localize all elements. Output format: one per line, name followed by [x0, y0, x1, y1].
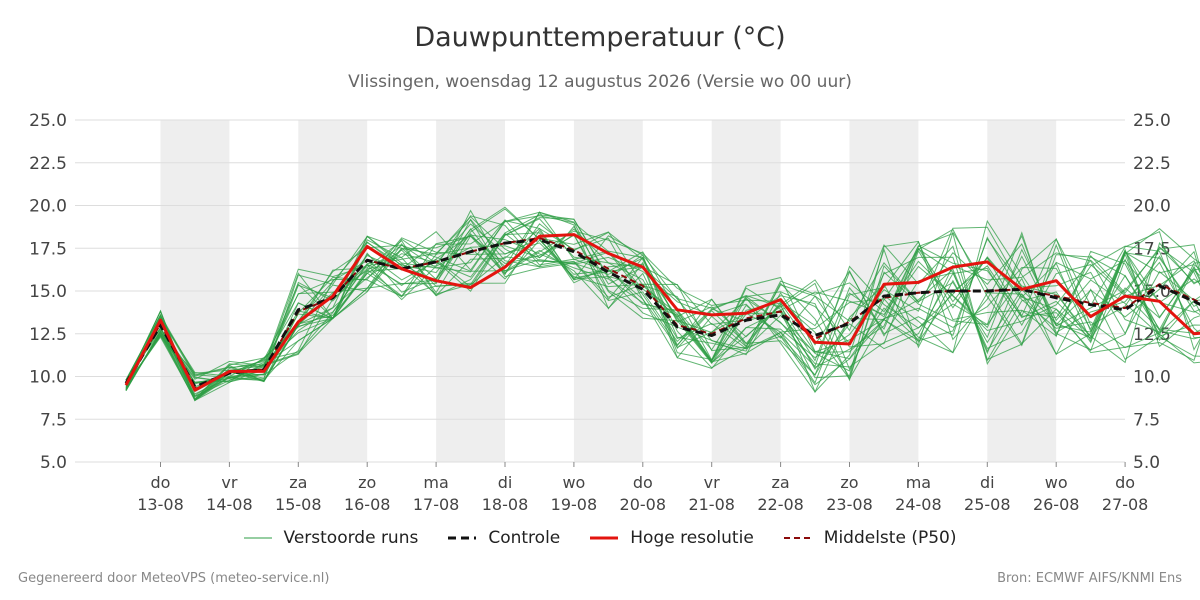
y-tick-left-6: 20.0 [29, 197, 67, 217]
legend-item-hires[interactable]: Hoge resolutie [590, 528, 754, 548]
y-tick-right-1: 7.5 [1133, 410, 1160, 430]
y-tick-left-3: 12.5 [29, 325, 67, 345]
ensemble-run-14 [125, 211, 1200, 401]
x-tick-date-10: 23-08 [826, 495, 873, 514]
ensemble-run-17 [125, 208, 1200, 390]
x-tick-day-6: wo [562, 473, 585, 492]
series-line-hires [124, 233, 1200, 392]
x-tick-day-2: za [289, 473, 307, 492]
y-tick-right-5: 17.5 [1133, 239, 1171, 259]
x-tick-day-7: do [633, 473, 653, 492]
x-tick-day-11: ma [906, 473, 931, 492]
x-tick-day-9: za [771, 473, 789, 492]
ensemble-run-12 [125, 231, 1200, 388]
x-tick-day-8: vr [704, 473, 720, 492]
ensemble-run-20 [125, 227, 1200, 402]
legend-swatch-median [783, 537, 812, 539]
x-tick-date-11: 24-08 [895, 495, 942, 514]
x-tick-day-14: do [1115, 473, 1135, 492]
x-tick-date-5: 18-08 [482, 495, 529, 514]
y-tick-left-1: 7.5 [40, 410, 67, 430]
y-tick-left-5: 17.5 [29, 239, 67, 259]
x-tick-day-0: do [151, 473, 171, 492]
legend-label-median: Middelste (P50) [823, 528, 957, 548]
x-tick-date-2: 15-08 [275, 495, 322, 514]
x-tick-date-13: 26-08 [1033, 495, 1080, 514]
ensemble-run-8 [125, 211, 1200, 381]
x-tick-date-9: 22-08 [757, 495, 804, 514]
y-tick-left-4: 15.0 [29, 282, 67, 302]
legend-label-hires: Hoge resolutie [630, 528, 754, 548]
chart-title: Dauwpunttemperatuur (°C) [414, 22, 786, 53]
x-tick-date-14: 27-08 [1102, 495, 1149, 514]
x-tick-date-6: 19-08 [551, 495, 598, 514]
x-tick-date-3: 16-08 [344, 495, 391, 514]
y-tick-left-2: 10.0 [29, 368, 67, 388]
ensemble-run-11 [125, 244, 1200, 400]
chart-subtitle: Vlissingen, woensdag 12 augustus 2026 (V… [348, 72, 852, 92]
legend-item-control[interactable]: Controle [448, 528, 560, 548]
x-tick-date-8: 21-08 [688, 495, 735, 514]
y-tick-left-8: 25.0 [29, 111, 67, 131]
legend-item-ensemble[interactable]: Verstoorde runs [243, 528, 419, 548]
x-tick-date-7: 20-08 [620, 495, 667, 514]
series-line-control [124, 238, 1200, 389]
x-tick-day-1: vr [221, 473, 237, 492]
legend-label-ensemble: Verstoorde runs [283, 528, 419, 548]
y-tick-left-0: 5.0 [40, 453, 67, 473]
legend-swatch-ensemble [243, 537, 272, 539]
x-tick-day-4: ma [423, 473, 448, 492]
footer-source: Bron: ECMWF AIFS/KNMI Ens [997, 571, 1182, 586]
x-tick-day-5: di [498, 473, 513, 492]
y-tick-right-8: 25.0 [1133, 111, 1171, 131]
ensemble-run-25 [125, 215, 1200, 393]
y-tick-left-7: 22.5 [29, 154, 67, 174]
legend-item-median[interactable]: Middelste (P50) [783, 528, 957, 548]
x-tick-day-3: zo [358, 473, 376, 492]
ensemble-run-26 [125, 219, 1200, 388]
x-tick-date-4: 17-08 [413, 495, 460, 514]
legend-label-control: Controle [488, 528, 561, 548]
x-tick-date-0: 13-08 [137, 495, 184, 514]
ensemble-run-5 [125, 235, 1200, 398]
ensemble-run-23 [125, 223, 1200, 402]
x-tick-date-1: 14-08 [206, 495, 253, 514]
x-tick-day-10: zo [840, 473, 858, 492]
y-tick-right-7: 22.5 [1133, 154, 1171, 174]
x-tick-date-12: 25-08 [964, 495, 1011, 514]
ensemble-run-27 [125, 234, 1200, 391]
x-tick-day-13: wo [1045, 473, 1068, 492]
legend-swatch-control [448, 536, 477, 540]
ensemble-run-18 [125, 215, 1200, 397]
y-tick-right-6: 20.0 [1133, 197, 1171, 217]
x-tick-day-12: di [980, 473, 995, 492]
y-tick-right-0: 5.0 [1133, 453, 1160, 473]
chart-legend: Verstoorde runs Controle Hoge resolutie … [0, 528, 1200, 548]
y-tick-right-2: 10.0 [1133, 368, 1171, 388]
ensemble-run-24 [125, 206, 1200, 394]
footer-generated-by: Gegenereerd door MeteoVPS (meteo-service… [18, 571, 330, 586]
legend-swatch-hires [590, 536, 619, 540]
